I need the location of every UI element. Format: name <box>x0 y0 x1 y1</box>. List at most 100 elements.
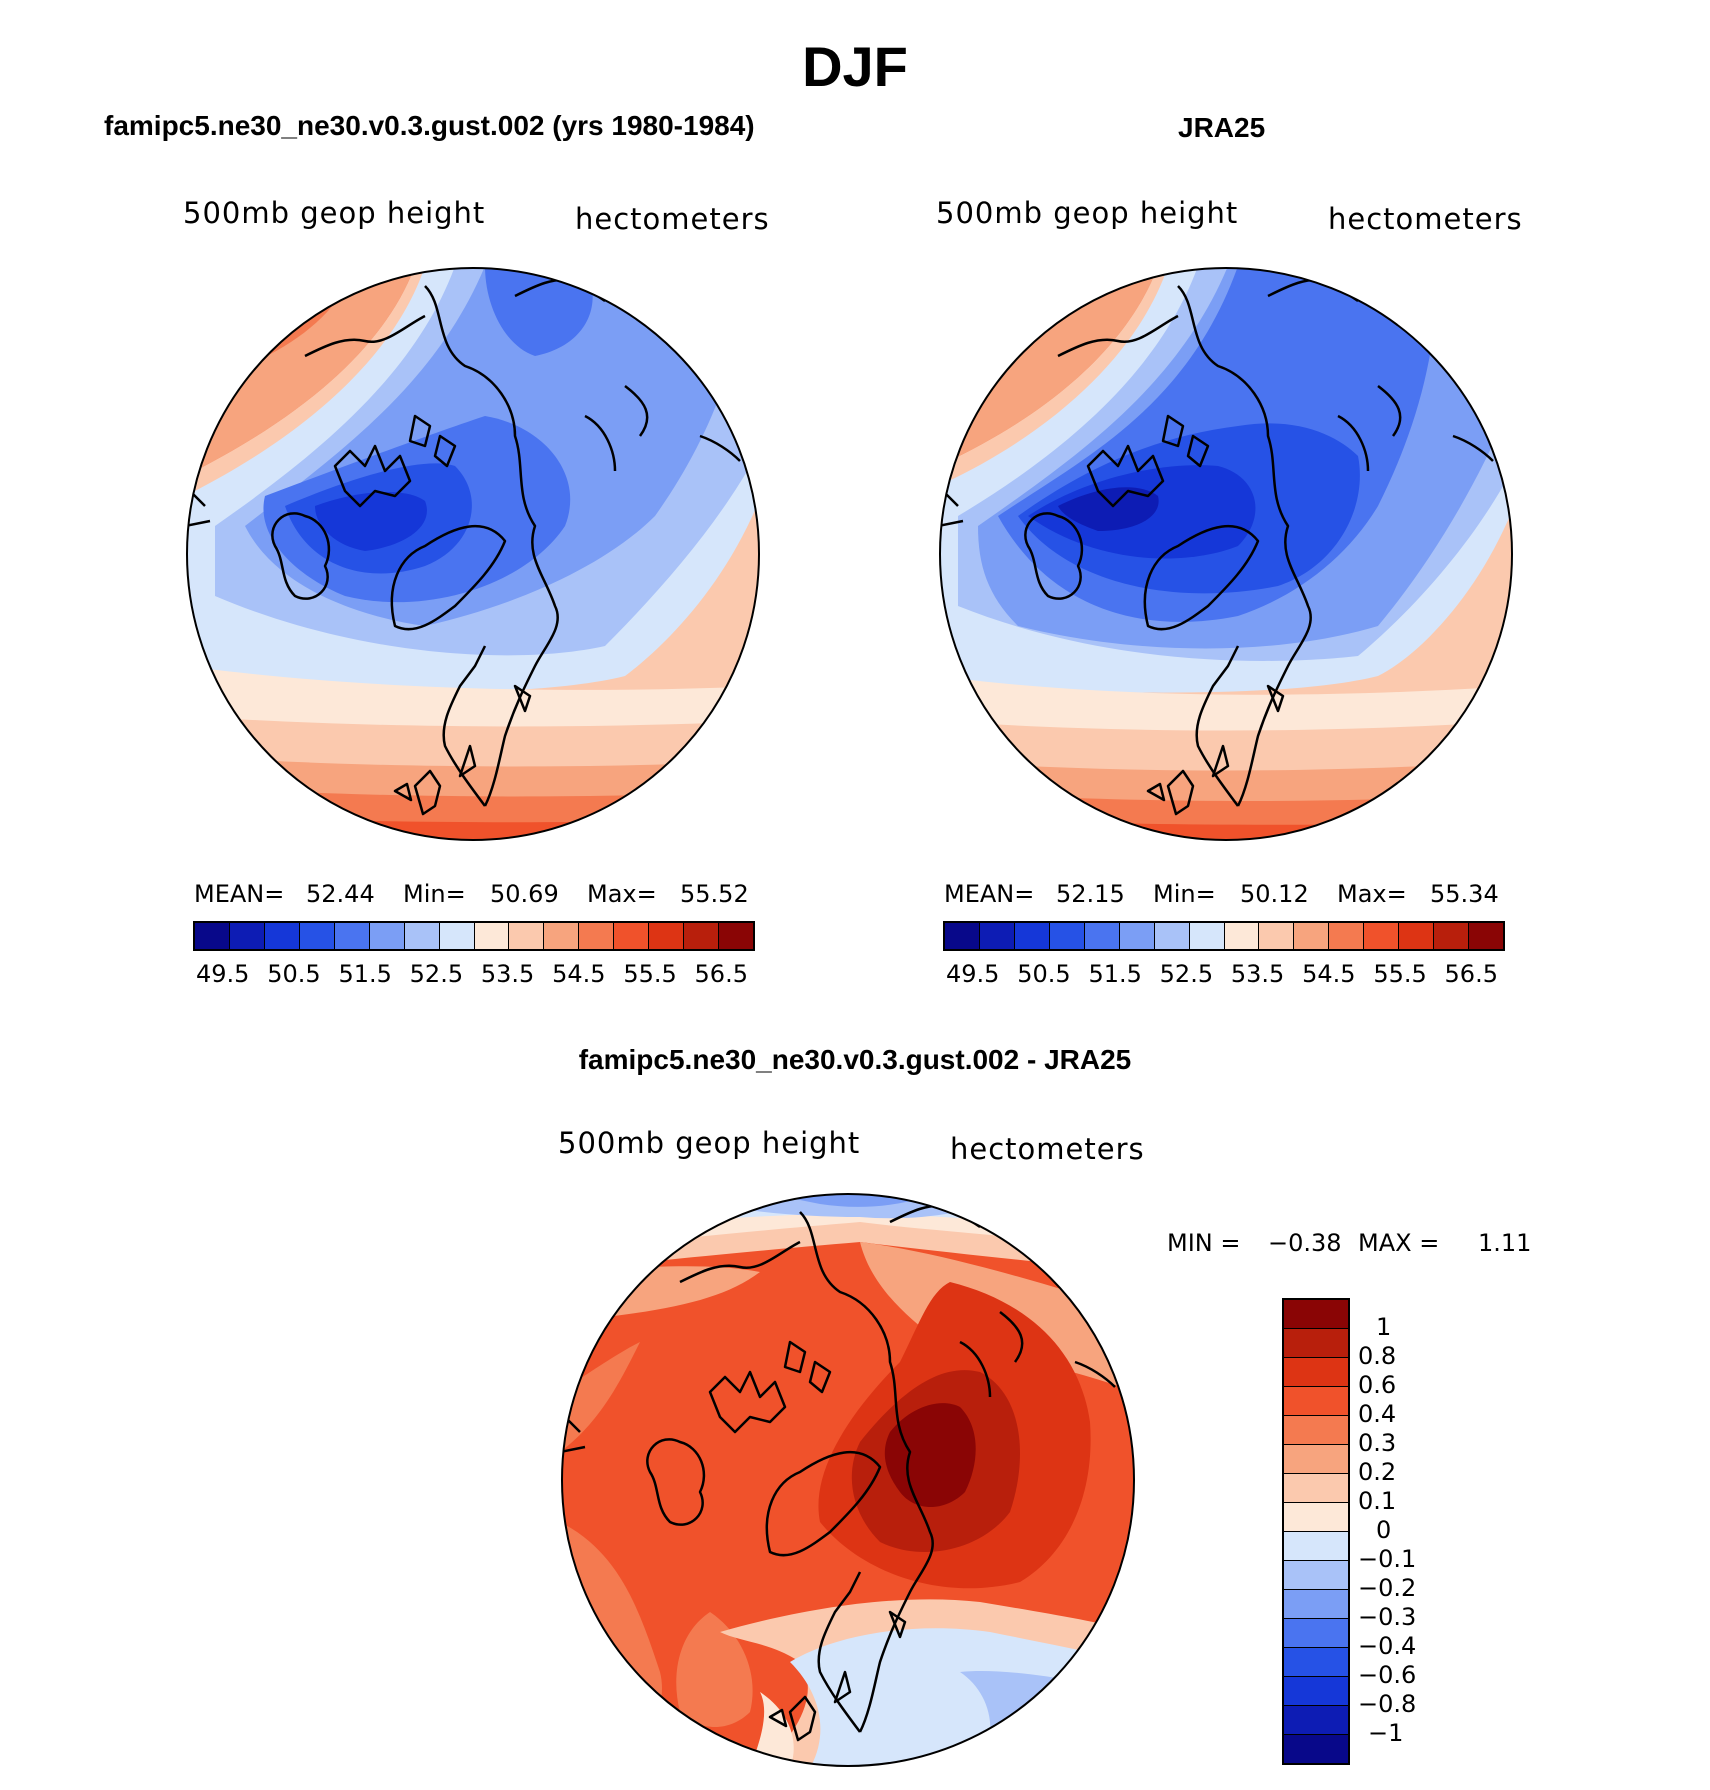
colorbar-swatch <box>579 923 615 949</box>
cbar-tick: 0.4 <box>1358 1400 1397 1428</box>
cbar-tick: 53.5 <box>1230 960 1285 988</box>
colorbar-swatch <box>1294 923 1330 949</box>
cbar-tick: 56.5 <box>694 960 748 988</box>
colorbar-swatch <box>1154 923 1190 949</box>
colorbar-swatch <box>1119 923 1155 949</box>
colorbar-swatch <box>1284 1532 1348 1561</box>
colorbar-swatch <box>1284 1387 1348 1416</box>
model-colorbar <box>193 921 755 951</box>
diff-units-label: hectometers <box>950 1132 1145 1166</box>
cbar-tick: 0.2 <box>1358 1458 1397 1486</box>
diff-max-value: 1.11 <box>1478 1229 1532 1257</box>
colorbar-swatch <box>1084 923 1120 949</box>
cbar-tick: 0 <box>1376 1516 1392 1544</box>
colorbar-swatch <box>649 923 685 949</box>
cbar-tick: −0.4 <box>1358 1632 1417 1660</box>
colorbar-swatch <box>1284 1561 1348 1590</box>
cbar-tick: −0.8 <box>1358 1690 1417 1718</box>
colorbar-swatch <box>509 923 545 949</box>
colorbar-swatch <box>684 923 720 949</box>
diff-min-label: MIN = <box>1167 1229 1241 1257</box>
cbar-tick: 0.8 <box>1358 1342 1397 1370</box>
cbar-tick: 56.5 <box>1444 960 1498 988</box>
cbar-tick: 54.5 <box>1302 960 1356 988</box>
colorbar-swatch <box>1014 923 1050 949</box>
cbar-tick: 52.5 <box>409 960 464 988</box>
model-polar-map <box>186 267 760 841</box>
cbar-tick: 0.3 <box>1358 1429 1397 1457</box>
colorbar-swatch <box>614 923 650 949</box>
diff-colorbar <box>1282 1298 1350 1765</box>
colorbar-swatch <box>1284 1648 1348 1677</box>
colorbar-swatch <box>1329 923 1365 949</box>
cbar-tick: −0.3 <box>1358 1603 1417 1631</box>
colorbar-swatch <box>1284 1474 1348 1503</box>
colorbar-swatch <box>1399 923 1435 949</box>
colorbar-swatch <box>1434 923 1470 949</box>
cbar-tick: −0.2 <box>1358 1574 1417 1602</box>
cbar-tick: 55.5 <box>1373 960 1427 988</box>
cbar-tick: −0.6 <box>1358 1661 1417 1689</box>
colorbar-swatch <box>1284 1619 1348 1648</box>
colorbar-swatch <box>1469 923 1503 949</box>
colorbar-swatch <box>264 923 300 949</box>
diff-colorbar-ticks: 1 0.8 0.6 0.4 0.3 0.2 0.1 0 −0.1 −0.2 −0… <box>1358 1313 1416 1748</box>
obs-max-label: Max= <box>1337 880 1407 908</box>
colorbar-swatch <box>404 923 440 949</box>
diff-panel-title: famipc5.ne30_ne30.v0.3.gust.002 - JRA25 <box>578 1044 1132 1075</box>
cbar-tick: −1 <box>1368 1719 1404 1747</box>
colorbar-swatch <box>474 923 510 949</box>
colorbar-swatch <box>1284 1735 1348 1763</box>
cbar-tick: 51.5 <box>1088 960 1142 988</box>
cbar-tick: 54.5 <box>552 960 606 988</box>
colorbar-swatch <box>1284 1329 1348 1358</box>
obs-panel-title: JRA25 <box>1178 112 1266 143</box>
colorbar-swatch <box>544 923 580 949</box>
diff-polar-map <box>561 1193 1135 1767</box>
obs-mean-value: 52.15 <box>1056 880 1125 908</box>
cbar-tick: 0.1 <box>1358 1487 1397 1515</box>
obs-colorbar-ticks: 49.5 50.5 51.5 52.5 53.5 54.5 55.5 56.5 <box>946 960 1498 988</box>
obs-min-label: Min= <box>1153 880 1216 908</box>
colorbar-swatch <box>719 923 753 949</box>
colorbar-swatch <box>1284 1358 1348 1387</box>
obs-polar-map <box>939 267 1513 841</box>
colorbar-swatch <box>195 923 230 949</box>
obs-max-value: 55.34 <box>1430 880 1499 908</box>
obs-mean-label: MEAN= <box>944 880 1035 908</box>
model-colorbar-ticks: 49.5 50.5 51.5 52.5 53.5 54.5 55.5 56.5 <box>196 960 748 988</box>
cbar-tick: 0.6 <box>1358 1371 1397 1399</box>
cbar-tick: −0.1 <box>1358 1545 1417 1573</box>
colorbar-swatch <box>1189 923 1225 949</box>
cbar-tick: 1 <box>1376 1313 1392 1341</box>
colorbar-swatch <box>1259 923 1295 949</box>
cbar-tick: 55.5 <box>623 960 677 988</box>
model-mean-value: 52.44 <box>306 880 375 908</box>
colorbar-swatch <box>1284 1445 1348 1474</box>
colorbar-swatch <box>369 923 405 949</box>
model-min-value: 50.69 <box>490 880 559 908</box>
diff-max-label: MAX = <box>1358 1229 1440 1257</box>
colorbar-swatch <box>1284 1706 1348 1735</box>
colorbar-swatch <box>1284 1503 1348 1532</box>
colorbar-swatch <box>1284 1300 1348 1329</box>
colorbar-swatch <box>979 923 1015 949</box>
colorbar-swatch <box>1049 923 1085 949</box>
obs-field-label: 500mb geop height <box>936 196 1239 230</box>
colorbar-swatch <box>1364 923 1400 949</box>
model-panel-title: famipc5.ne30_ne30.v0.3.gust.002 (yrs 198… <box>104 110 755 141</box>
obs-colorbar <box>943 921 1505 951</box>
colorbar-swatch <box>1284 1416 1348 1445</box>
model-max-value: 55.52 <box>680 880 749 908</box>
colorbar-swatch <box>439 923 475 949</box>
colorbar-swatch <box>1224 923 1260 949</box>
cbar-tick: 53.5 <box>480 960 535 988</box>
figure-title: DJF <box>802 35 908 98</box>
diff-min-value: −0.38 <box>1268 1229 1342 1257</box>
colorbar-swatch <box>334 923 370 949</box>
colorbar-swatch <box>229 923 265 949</box>
cbar-tick: 49.5 <box>946 960 1000 988</box>
cbar-tick: 50.5 <box>267 960 321 988</box>
cbar-tick: 51.5 <box>338 960 392 988</box>
colorbar-swatch <box>299 923 335 949</box>
